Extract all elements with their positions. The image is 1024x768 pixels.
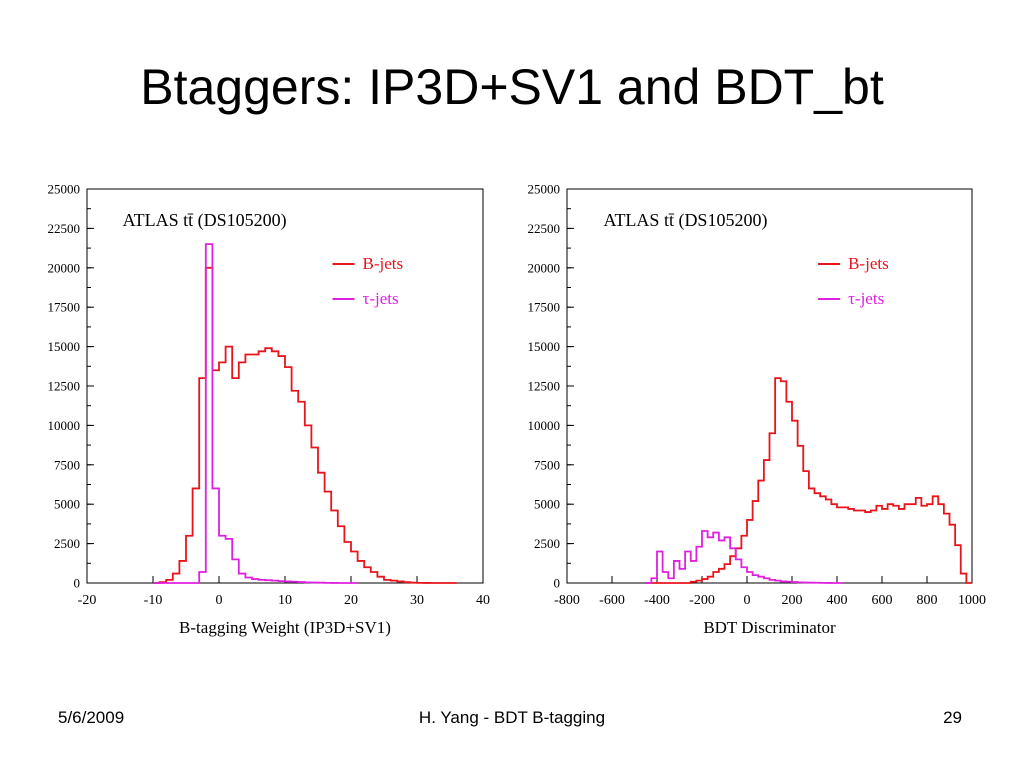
footer-author: H. Yang - BDT B-tagging [418,708,606,727]
series-b-jets-line [153,266,457,584]
plot-frame [566,188,973,584]
legend-label: τ-jets [363,289,399,308]
x-tick-label: 40 [476,593,490,608]
x-tick-label: 0 [744,593,751,608]
y-tick-label: 12500 [528,379,561,394]
y-tick-label: 20000 [48,260,81,275]
x-tick-label: -800 [554,593,580,608]
footer-date: 5/6/2009 [58,708,125,727]
y-tick-label: 10000 [528,418,561,433]
y-tick-label: 15000 [48,339,81,354]
y-tick-label: 5000 [534,497,560,512]
y-tick-label: 12500 [48,379,81,394]
y-tick-label: 22500 [48,221,81,236]
x-tick-label: -200 [689,593,715,608]
y-tick-label: 2500 [54,536,80,551]
y-tick-label: 20000 [528,260,561,275]
x-tick-label: 1000 [958,593,986,608]
x-tick-label: 400 [827,593,848,608]
x-tick-label: 0 [216,593,223,608]
legend-label: B-jets [363,254,404,273]
x-tick-label: 600 [872,593,893,608]
y-tick-label: 7500 [534,457,560,472]
y-tick-label: 17500 [528,300,561,315]
y-tick-label: 17500 [48,300,81,315]
x-axis-label: BDT Discriminator [703,618,836,637]
y-tick-label: 22500 [528,221,561,236]
y-tick-label: 2500 [534,536,560,551]
y-tick-label: 25000 [528,182,561,197]
y-tick-label: 0 [74,576,81,591]
legend-label: τ-jets [848,289,884,308]
x-tick-label: 10 [278,593,292,608]
y-tick-label: 5000 [54,497,80,512]
page-number: 29 [943,708,962,727]
x-tick-label: 30 [410,593,424,608]
x-tick-label: -20 [78,593,97,608]
series-tau-jets-line [645,530,843,584]
y-tick-label: 25000 [48,182,81,197]
y-tick-label: 10000 [48,418,81,433]
legend-label: B-jets [848,254,889,273]
x-tick-label: 800 [917,593,938,608]
slide-title: Btaggers: IP3D+SV1 and BDT_bt [140,59,884,115]
x-tick-label: 20 [344,593,358,608]
chart-ip3d-sv1: 0 2500 5000 7500 10000 12500 15000 17500 20000 22… [48,182,491,638]
chart-annotation: ATLAS tt̄ (DS105200) [603,210,767,231]
x-tick-label: -600 [599,593,625,608]
series-b-jets-line [645,377,972,584]
x-tick-label: -10 [144,593,163,608]
y-tick-label: 0 [554,576,561,591]
y-tick-label: 15000 [528,339,561,354]
y-tick-label: 7500 [54,457,80,472]
x-tick-label: -400 [644,593,670,608]
chart-annotation: ATLAS tt̄ (DS105200) [123,210,287,231]
chart-bdt-discriminator: 0250050007500100001250015000175002000022… [528,182,987,638]
x-axis-label: B-tagging Weight (IP3D+SV1) [179,618,391,637]
series-tau-jets-line [153,243,358,584]
x-tick-label: 200 [782,593,803,608]
plot-frame [86,188,484,584]
